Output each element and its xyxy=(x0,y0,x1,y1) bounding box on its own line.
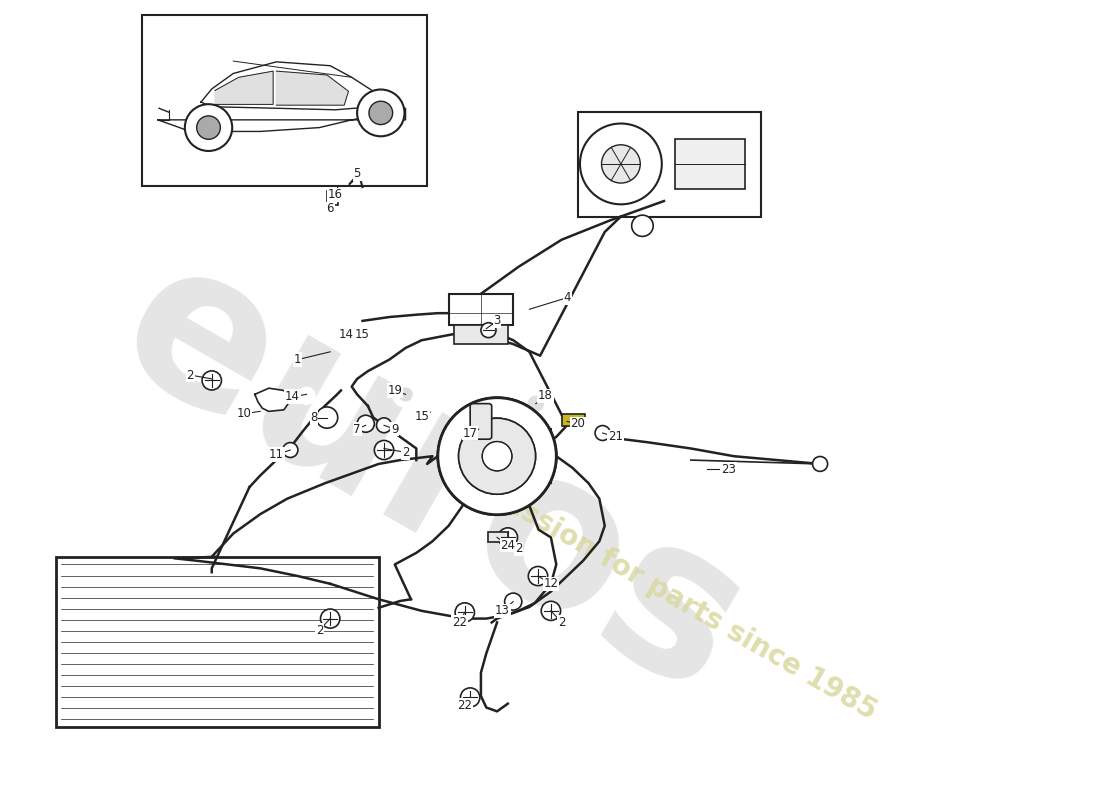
Polygon shape xyxy=(255,388,290,411)
Ellipse shape xyxy=(482,442,512,471)
Text: 17: 17 xyxy=(463,426,477,439)
Ellipse shape xyxy=(481,322,496,338)
Text: euros: euros xyxy=(85,218,780,740)
Bar xyxy=(578,112,761,217)
Bar xyxy=(454,325,508,344)
Bar xyxy=(674,139,745,190)
Polygon shape xyxy=(201,62,378,110)
Text: 2: 2 xyxy=(558,616,565,629)
Ellipse shape xyxy=(461,688,480,707)
Ellipse shape xyxy=(351,322,370,342)
Ellipse shape xyxy=(595,426,610,441)
Text: 5: 5 xyxy=(353,167,361,181)
Ellipse shape xyxy=(520,389,551,418)
Text: 21: 21 xyxy=(608,430,623,443)
Ellipse shape xyxy=(459,418,536,494)
Polygon shape xyxy=(158,108,406,131)
Ellipse shape xyxy=(283,442,298,458)
Ellipse shape xyxy=(368,101,393,125)
Text: 19: 19 xyxy=(387,384,403,397)
Text: 23: 23 xyxy=(722,463,736,476)
Ellipse shape xyxy=(528,396,543,411)
Ellipse shape xyxy=(580,123,662,204)
Text: 4: 4 xyxy=(563,291,571,304)
Text: 12: 12 xyxy=(543,578,559,590)
Text: 13: 13 xyxy=(495,604,510,618)
Text: 14: 14 xyxy=(339,327,354,341)
Text: 2: 2 xyxy=(515,542,522,555)
Text: 1: 1 xyxy=(294,353,301,366)
Ellipse shape xyxy=(528,566,548,586)
Ellipse shape xyxy=(348,170,363,186)
Text: 8: 8 xyxy=(310,411,318,424)
Ellipse shape xyxy=(482,442,512,471)
Ellipse shape xyxy=(813,457,827,471)
Ellipse shape xyxy=(364,330,378,346)
Ellipse shape xyxy=(202,371,221,390)
Text: 11: 11 xyxy=(268,448,284,461)
Text: 6: 6 xyxy=(327,202,334,215)
Ellipse shape xyxy=(358,415,374,432)
Ellipse shape xyxy=(374,441,394,459)
Polygon shape xyxy=(276,71,349,105)
Text: 7: 7 xyxy=(353,422,361,436)
Ellipse shape xyxy=(438,398,557,514)
Text: 22: 22 xyxy=(452,616,466,629)
Bar xyxy=(488,532,508,542)
Bar xyxy=(56,557,378,727)
Bar xyxy=(327,191,338,205)
Ellipse shape xyxy=(330,190,341,200)
Text: 15: 15 xyxy=(355,327,370,341)
Bar xyxy=(449,294,514,325)
Bar xyxy=(142,15,427,186)
Ellipse shape xyxy=(438,398,557,514)
Ellipse shape xyxy=(602,145,640,183)
Ellipse shape xyxy=(185,104,232,151)
Text: 2: 2 xyxy=(187,369,194,382)
Ellipse shape xyxy=(498,528,517,547)
Text: 18: 18 xyxy=(538,390,553,402)
Ellipse shape xyxy=(631,215,653,237)
Text: 14: 14 xyxy=(285,390,300,403)
Ellipse shape xyxy=(393,382,418,407)
FancyBboxPatch shape xyxy=(562,414,585,426)
Ellipse shape xyxy=(320,609,340,628)
Ellipse shape xyxy=(197,116,220,139)
Text: 24: 24 xyxy=(500,538,515,552)
Ellipse shape xyxy=(316,407,338,428)
Ellipse shape xyxy=(376,418,392,433)
Ellipse shape xyxy=(399,388,412,401)
Polygon shape xyxy=(214,71,273,104)
Text: 2: 2 xyxy=(316,624,323,637)
Ellipse shape xyxy=(298,387,315,405)
Text: 10: 10 xyxy=(236,407,252,420)
Text: 3: 3 xyxy=(494,314,501,327)
Ellipse shape xyxy=(505,593,521,610)
Text: 16: 16 xyxy=(328,188,343,202)
Text: 9: 9 xyxy=(390,422,398,436)
FancyBboxPatch shape xyxy=(470,404,492,439)
Text: a passion for parts since 1985: a passion for parts since 1985 xyxy=(458,465,881,726)
Text: 2: 2 xyxy=(402,446,409,459)
Ellipse shape xyxy=(541,602,561,621)
Text: 22: 22 xyxy=(458,698,472,712)
Ellipse shape xyxy=(358,90,405,136)
Text: 15: 15 xyxy=(415,410,429,422)
Bar xyxy=(454,429,551,483)
Text: 20: 20 xyxy=(571,418,585,430)
Ellipse shape xyxy=(455,603,474,622)
Ellipse shape xyxy=(459,418,536,494)
Ellipse shape xyxy=(422,405,438,419)
